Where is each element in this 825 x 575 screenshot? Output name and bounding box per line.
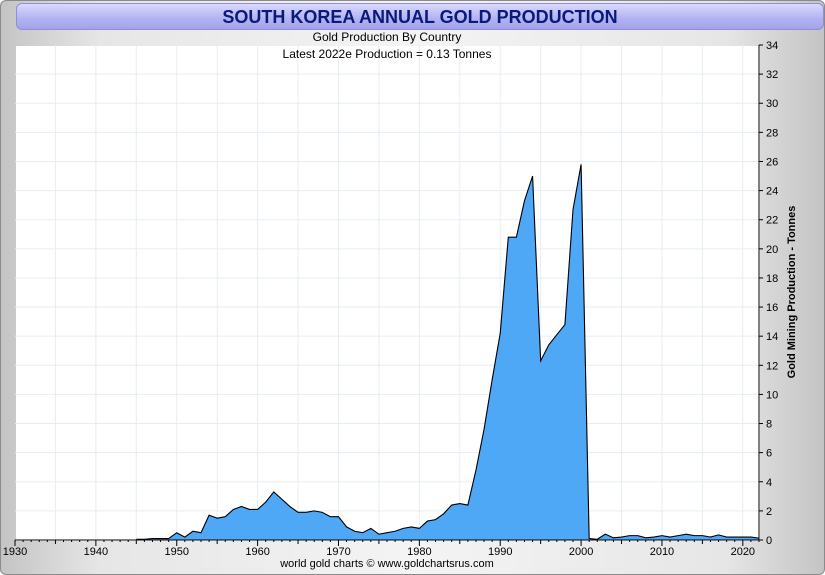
y-tick-label: 12: [766, 360, 778, 372]
x-tick-label: 1960: [245, 546, 269, 558]
y-tick-label: 30: [766, 98, 778, 110]
y-tick-label: 14: [766, 331, 778, 343]
y-tick-label: 32: [766, 69, 778, 81]
axes: 1930 1940 1950 1960 1970 1980 1990 2000 2010 2020…: [3, 40, 778, 558]
y-tick-label: 6: [766, 448, 772, 460]
source-credit: world gold charts © www.goldchartsrus.co…: [280, 558, 494, 570]
title-bar: SOUTH KOREA ANNUAL GOLD PRODUCTION: [16, 3, 824, 30]
y-tick-label: 4: [766, 477, 772, 489]
production-area: [136, 164, 760, 540]
y-tick-label: 18: [766, 273, 778, 285]
y-axis-label: Gold Mining Production - Tonnes: [786, 205, 798, 379]
y-tick-label: 10: [766, 389, 778, 401]
area-layer: [136, 164, 760, 540]
plot-area: [16, 46, 760, 541]
y-tick-label: 8: [766, 419, 772, 431]
y-tick-label: 28: [766, 127, 778, 139]
y-tick-label: 26: [766, 156, 778, 168]
x-tick-label: 1990: [488, 546, 512, 558]
x-tick-label: 2010: [650, 546, 674, 558]
y-tick-label: 16: [766, 302, 778, 314]
latest-production-annotation: Latest 2022e Production = 0.13 Tonnes: [282, 47, 492, 61]
y-tick-label: 20: [766, 244, 778, 256]
x-tick-label: 1930: [3, 546, 27, 558]
grid-lines: [15, 45, 759, 540]
x-tick-label: 2020: [731, 546, 755, 558]
x-tick-label: 1940: [84, 546, 108, 558]
chart-title: SOUTH KOREA ANNUAL GOLD PRODUCTION: [222, 7, 618, 27]
y-tick-label: 0: [766, 535, 772, 547]
y-tick-label: 24: [766, 186, 778, 198]
chart-subtitle: Gold Production By Country: [312, 30, 462, 44]
y-tick-label: 34: [766, 40, 778, 52]
y-tick-label: 2: [766, 506, 772, 518]
x-tick-label: 1970: [326, 546, 350, 558]
production-line: [136, 164, 760, 540]
x-tick-label: 1980: [407, 546, 431, 558]
y-tick-label: 22: [766, 215, 778, 227]
x-tick-label: 2000: [569, 546, 593, 558]
x-tick-label: 1950: [164, 546, 188, 558]
